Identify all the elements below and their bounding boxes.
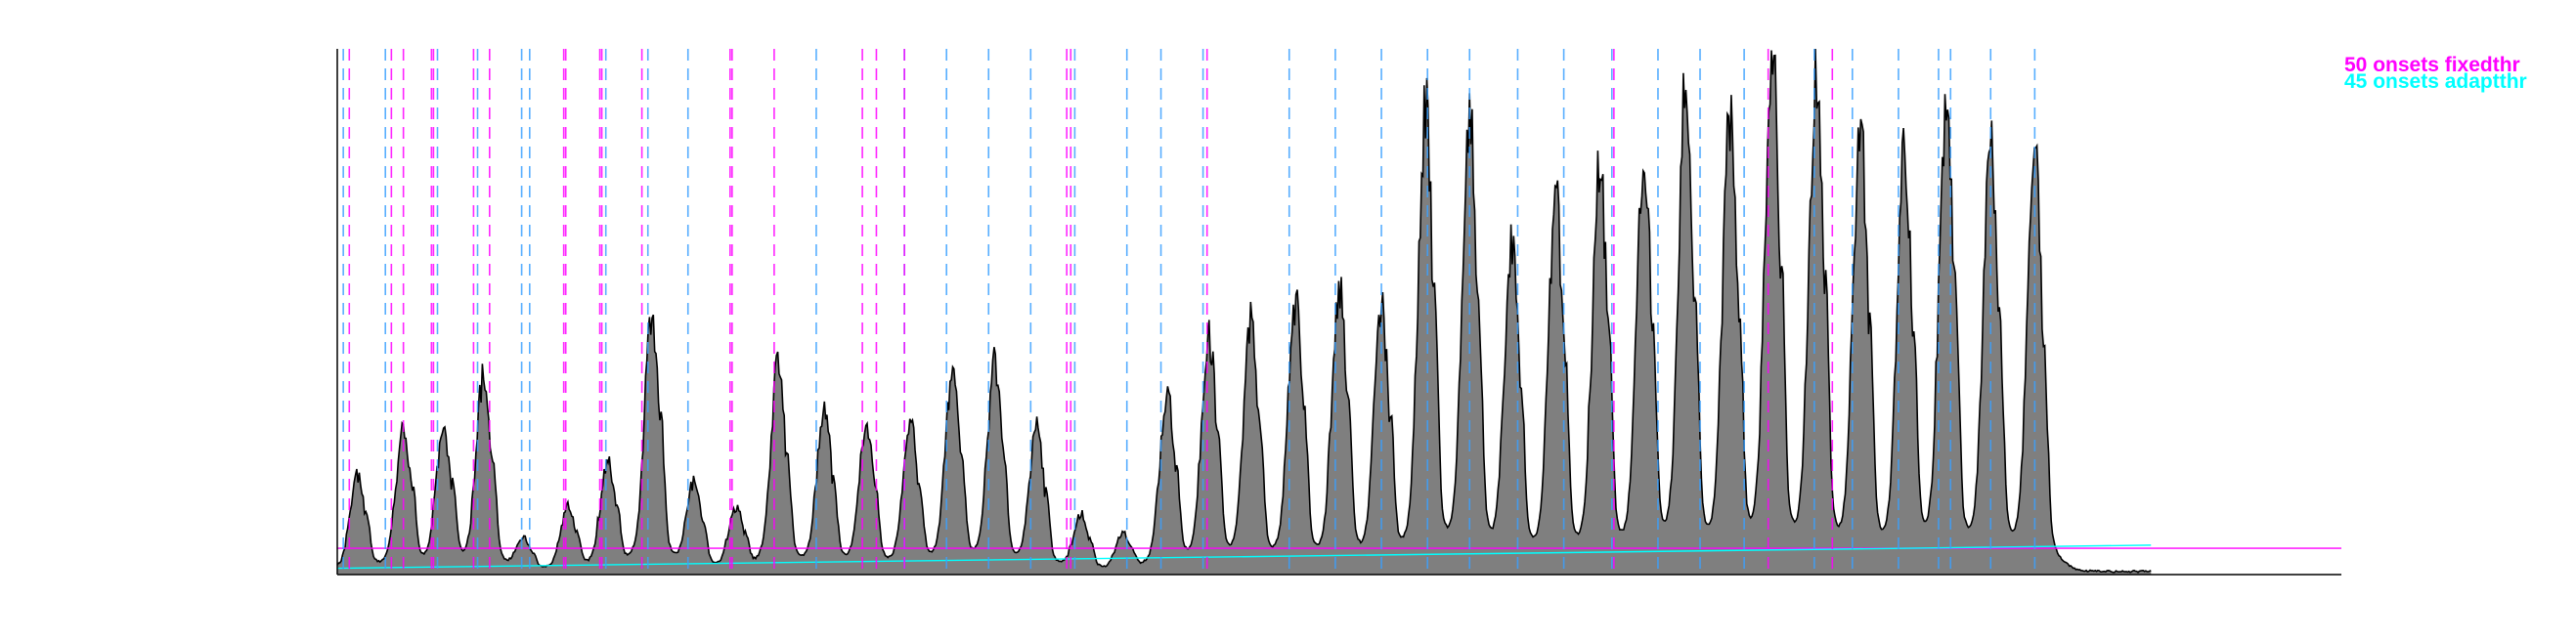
- onset-layer: [342, 49, 2036, 575]
- axis-layer: [336, 49, 2341, 576]
- legend: 50 onsets fixedthr 45 onsets adaptthr: [2344, 54, 2527, 93]
- legend-entry-fixedthr: 50 onsets fixedthr: [2344, 54, 2520, 76]
- signal-layer: [336, 48, 2152, 575]
- signal-area: [337, 49, 2152, 575]
- legend-entry-adaptthr: 45 onsets adaptthr: [2344, 70, 2527, 93]
- signal-line: [336, 48, 2152, 574]
- threshold-layer: [336, 544, 2341, 570]
- adaptive-threshold-line: [336, 544, 2152, 570]
